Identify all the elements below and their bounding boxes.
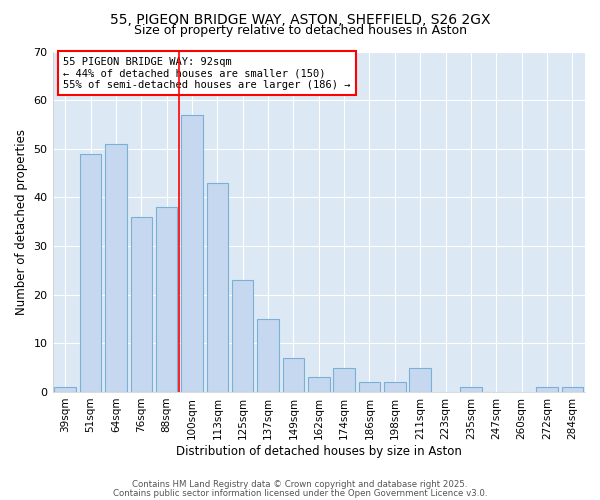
Text: Contains public sector information licensed under the Open Government Licence v3: Contains public sector information licen… [113, 488, 487, 498]
Bar [232, 280, 253, 392]
Bar [257, 319, 279, 392]
Y-axis label: Number of detached properties: Number of detached properties [15, 128, 28, 314]
Bar [384, 382, 406, 392]
Bar [80, 154, 101, 392]
Bar [536, 387, 558, 392]
Bar [460, 387, 482, 392]
Bar [156, 207, 178, 392]
X-axis label: Distribution of detached houses by size in Aston: Distribution of detached houses by size … [176, 444, 462, 458]
Bar [334, 368, 355, 392]
Bar [55, 387, 76, 392]
Bar [283, 358, 304, 392]
Bar [308, 378, 329, 392]
Bar [105, 144, 127, 392]
Text: 55, PIGEON BRIDGE WAY, ASTON, SHEFFIELD, S26 2GX: 55, PIGEON BRIDGE WAY, ASTON, SHEFFIELD,… [110, 12, 490, 26]
Text: 55 PIGEON BRIDGE WAY: 92sqm
← 44% of detached houses are smaller (150)
55% of se: 55 PIGEON BRIDGE WAY: 92sqm ← 44% of det… [63, 56, 350, 90]
Bar [131, 217, 152, 392]
Text: Contains HM Land Registry data © Crown copyright and database right 2025.: Contains HM Land Registry data © Crown c… [132, 480, 468, 489]
Bar [409, 368, 431, 392]
Bar [181, 114, 203, 392]
Bar [562, 387, 583, 392]
Text: Size of property relative to detached houses in Aston: Size of property relative to detached ho… [133, 24, 467, 37]
Bar [206, 183, 228, 392]
Bar [359, 382, 380, 392]
